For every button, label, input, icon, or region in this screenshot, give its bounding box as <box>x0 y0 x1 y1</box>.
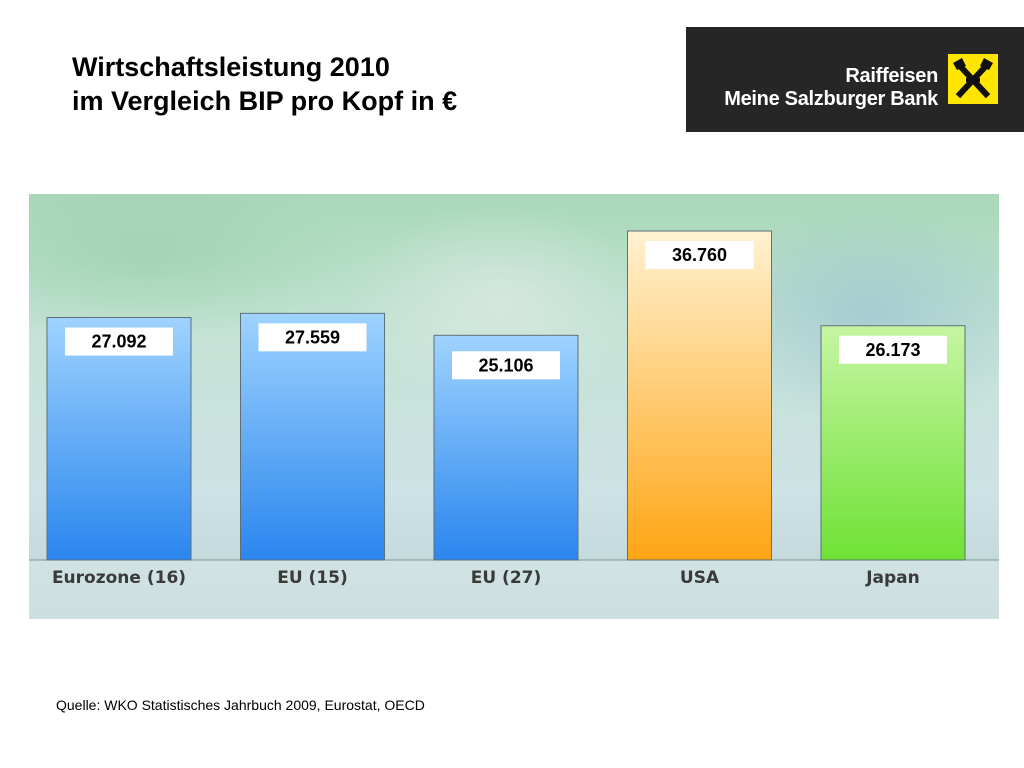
category-label: USA <box>680 568 720 588</box>
value-label-box <box>258 323 367 352</box>
category-label: EU (15) <box>277 568 348 588</box>
source-note: Quelle: WKO Statistisches Jahrbuch 2009,… <box>56 697 425 713</box>
bar-eu-15 <box>240 312 385 561</box>
title-line-1: Wirtschaftsleistung 2010 <box>72 52 390 82</box>
raiffeisen-logo: Raiffeisen Meine Salzburger Bank <box>686 27 1024 132</box>
data-label: 36.760 <box>672 245 727 265</box>
category-label: Eurozone (16) <box>52 568 186 588</box>
logo-line-1: Raiffeisen <box>845 65 938 87</box>
value-label-box <box>645 240 754 269</box>
raiffeisen-gable-cross-icon <box>948 54 998 104</box>
value-label-box <box>839 335 947 364</box>
bar-chart: 27.092 Eurozone (16) 27.559 EU (15) 25.106 EU… <box>29 230 999 619</box>
value-label-box <box>65 327 173 356</box>
data-label: 26.173 <box>865 340 920 360</box>
page-title: Wirtschaftsleistung 2010 im Vergleich BI… <box>72 50 457 118</box>
bar-japan <box>820 325 966 561</box>
bar-eurozone-16 <box>46 317 192 561</box>
logo-line-2: Meine Salzburger Bank <box>724 88 938 110</box>
logo-text: Raiffeisen Meine Salzburger Bank <box>724 65 938 111</box>
category-label: EU (27) <box>471 568 542 588</box>
data-label: 27.092 <box>91 332 146 352</box>
category-strip <box>29 560 999 619</box>
chart-area: 27.092 Eurozone (16) 27.559 EU (15) 25.106 EU… <box>29 194 999 619</box>
category-label: Japan <box>865 568 920 588</box>
bar-usa <box>627 230 772 561</box>
value-label-box <box>452 351 560 380</box>
title-line-2: im Vergleich BIP pro Kopf in € <box>72 86 458 116</box>
data-label: 25.106 <box>478 355 533 375</box>
data-label: 27.559 <box>285 327 340 347</box>
